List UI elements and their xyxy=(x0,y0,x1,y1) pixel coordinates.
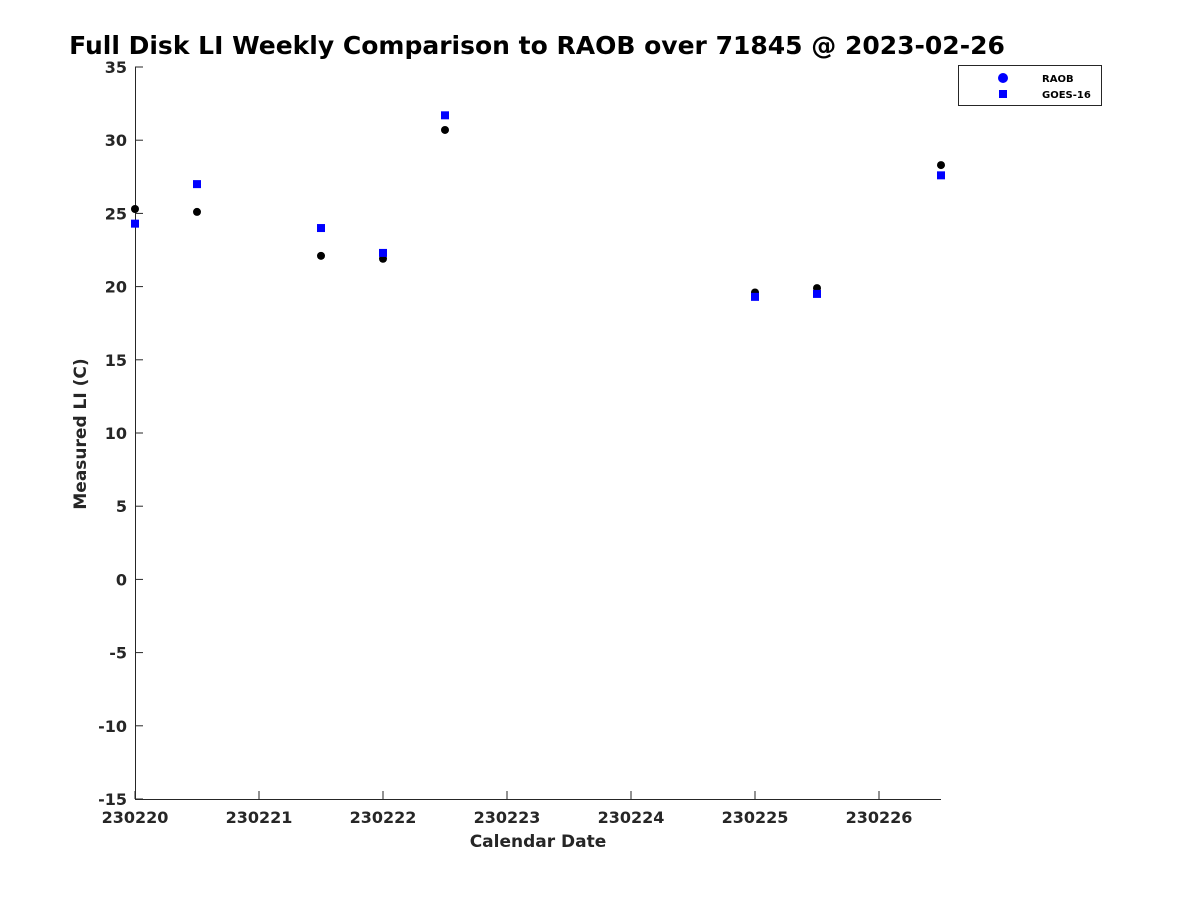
raob-point xyxy=(131,205,139,214)
raob-point xyxy=(937,161,945,170)
goes-16-point xyxy=(751,292,759,301)
y-tick-label: 25 xyxy=(105,204,127,223)
legend-marker-raob xyxy=(998,73,1008,83)
legend: RAOB GOES-16 xyxy=(958,65,1102,106)
x-tick-label: 230224 xyxy=(598,808,665,827)
y-axis-label: Measured LI (C) xyxy=(71,358,91,509)
y-ticks: 35 30 25 20 15 10 5 0 -5 -10 -15 xyxy=(98,58,143,809)
x-axis-label: Calendar Date xyxy=(470,832,607,852)
legend-marker-goes-16 xyxy=(999,90,1007,98)
raob-point xyxy=(193,207,201,216)
series-raob xyxy=(131,125,945,297)
legend-items: RAOB GOES-16 xyxy=(998,73,1091,101)
y-tick-label: 35 xyxy=(105,58,127,77)
series-goes-16 xyxy=(131,111,945,301)
x-tick-label: 230225 xyxy=(722,808,789,827)
y-tick-label: -15 xyxy=(98,790,127,809)
x-ticks: 230220 230221 230222 230223 230224 230225 2302… xyxy=(102,791,913,827)
legend-box xyxy=(958,65,1102,106)
data-points xyxy=(131,111,945,301)
y-tick-label: -10 xyxy=(98,717,127,736)
goes-16-point xyxy=(131,219,139,228)
goes-16-point xyxy=(379,248,387,257)
y-tick-label: -5 xyxy=(109,644,127,663)
y-tick-label: 30 xyxy=(105,131,127,150)
y-tick-label: 15 xyxy=(105,351,127,370)
y-tick-label: 20 xyxy=(105,278,127,297)
raob-point xyxy=(441,125,449,134)
y-tick-label: 5 xyxy=(116,497,127,516)
goes-16-point xyxy=(317,224,325,233)
y-tick-label: 10 xyxy=(105,424,127,443)
goes-16-point xyxy=(193,180,201,189)
x-tick-label: 230223 xyxy=(474,808,541,827)
x-tick-label: 230220 xyxy=(102,808,169,827)
x-tick-label: 230221 xyxy=(226,808,293,827)
legend-label-raob: RAOB xyxy=(1042,74,1074,85)
goes-16-point xyxy=(937,171,945,180)
y-tick-label: 0 xyxy=(116,570,127,589)
x-tick-label: 230226 xyxy=(846,808,913,827)
raob-point xyxy=(317,251,325,260)
legend-label-goes-16: GOES-16 xyxy=(1042,90,1091,101)
x-tick-label: 230222 xyxy=(350,808,417,827)
chart-title: Full Disk LI Weekly Comparison to RAOB o… xyxy=(69,31,1005,60)
goes-16-point xyxy=(441,111,449,120)
goes-16-point xyxy=(813,289,821,298)
